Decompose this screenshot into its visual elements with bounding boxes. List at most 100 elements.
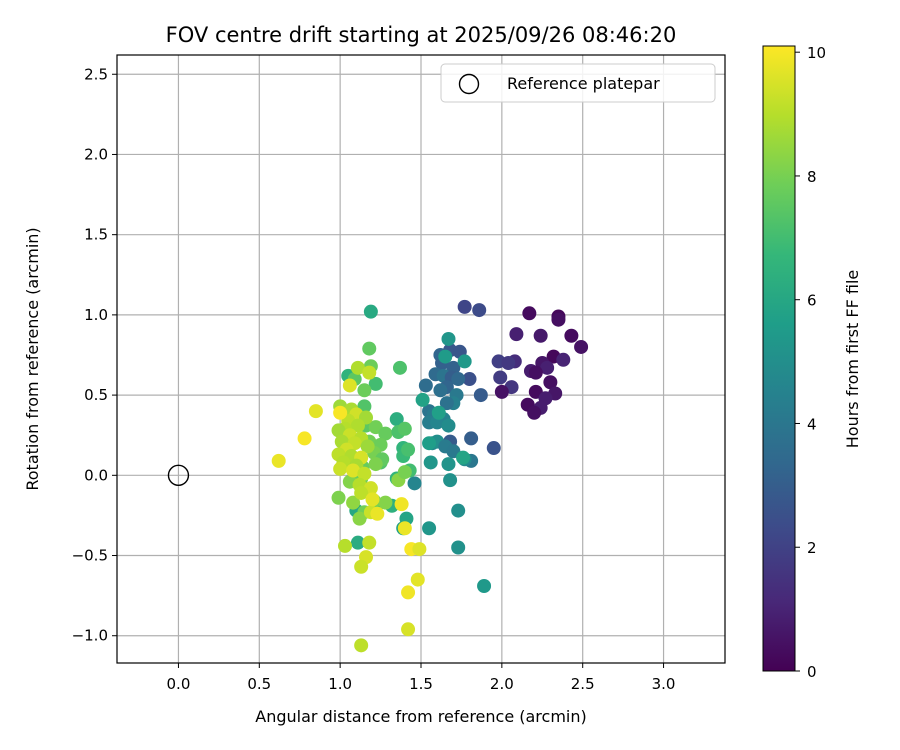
data-point	[308, 404, 323, 419]
data-point	[528, 365, 543, 380]
data-point	[354, 485, 369, 500]
data-point	[271, 453, 286, 468]
data-point	[441, 457, 456, 472]
x-tick-label: 1.0	[328, 675, 352, 693]
x-axis-label: Angular distance from reference (arcmin)	[255, 707, 586, 726]
y-tick-label: −1.0	[72, 627, 108, 645]
data-point	[360, 439, 375, 454]
data-point	[397, 421, 412, 436]
data-point	[422, 521, 437, 536]
data-point	[397, 521, 412, 536]
colorbar-tick-label: 10	[807, 44, 826, 62]
data-point	[540, 360, 555, 375]
data-point	[574, 339, 589, 354]
x-tick-label: 0.0	[167, 675, 191, 693]
data-point	[363, 304, 378, 319]
data-point	[473, 388, 488, 403]
data-point	[556, 352, 571, 367]
data-point	[451, 540, 466, 555]
data-point	[362, 535, 377, 550]
data-point	[354, 559, 369, 574]
data-point	[422, 436, 437, 451]
reference-marker-group	[167, 464, 190, 487]
data-point	[297, 431, 312, 446]
data-point	[415, 392, 430, 407]
data-point	[522, 306, 537, 321]
data-point	[493, 370, 508, 385]
data-point	[333, 405, 348, 420]
data-point	[486, 441, 501, 456]
data-point	[357, 466, 372, 481]
legend: Reference platepar	[440, 63, 716, 103]
data-point	[551, 312, 566, 327]
data-point	[494, 384, 509, 399]
data-point	[368, 457, 383, 472]
data-point	[368, 376, 383, 391]
data-point	[543, 375, 558, 390]
data-point	[438, 349, 453, 364]
data-point	[370, 506, 385, 521]
x-tick-label: 2.0	[490, 675, 514, 693]
data-point	[357, 383, 372, 398]
data-point	[401, 622, 416, 637]
data-point	[423, 455, 438, 470]
data-point	[441, 418, 456, 433]
data-point	[533, 328, 548, 343]
data-point	[378, 495, 393, 510]
colorbar-ticks: 0 2 4 6 8 10	[795, 44, 826, 681]
data-point	[501, 356, 516, 371]
colorbar	[762, 45, 796, 672]
data-point	[378, 426, 393, 441]
data-point	[392, 360, 407, 375]
x-tick-label: 1.5	[409, 675, 433, 693]
data-point	[509, 327, 524, 342]
data-point	[354, 638, 369, 653]
data-point	[350, 360, 365, 375]
colorbar-tick-label: 6	[807, 292, 817, 310]
data-point	[477, 578, 492, 593]
data-point	[331, 423, 346, 438]
data-point	[462, 372, 477, 387]
data-point	[418, 378, 433, 393]
colorbar-tick-label: 2	[807, 539, 817, 557]
y-axis-label: Rotation from reference (arcmin)	[23, 227, 42, 490]
data-point	[457, 299, 472, 314]
data-point	[433, 383, 448, 398]
data-point	[451, 503, 466, 518]
data-point	[362, 341, 377, 356]
x-tick-label: 2.5	[571, 675, 595, 693]
data-point	[346, 463, 361, 478]
data-point	[350, 535, 365, 550]
y-axis-ticks: −1.0 −0.5 0.0 0.5 1.0 1.5 2.0 2.5	[72, 65, 117, 645]
legend-marker-icon	[458, 73, 480, 95]
y-tick-label: 0.5	[84, 386, 108, 404]
x-axis-ticks: 0.0 0.5 1.0 1.5 2.0 2.5 3.0	[167, 663, 676, 693]
data-point	[365, 492, 380, 507]
data-point	[333, 461, 348, 476]
data-point	[564, 328, 579, 343]
data-point	[362, 365, 377, 380]
y-tick-label: 2.0	[84, 145, 108, 163]
data-point	[389, 412, 404, 427]
y-tick-label: 2.5	[84, 65, 108, 83]
data-point	[401, 442, 416, 457]
data-point	[457, 354, 472, 369]
data-point	[407, 476, 422, 491]
data-point	[472, 303, 487, 318]
data-point	[456, 450, 471, 465]
data-point	[346, 495, 361, 510]
legend-box	[440, 63, 716, 103]
data-point	[331, 490, 346, 505]
data-point	[412, 542, 427, 557]
colorbar-tick-label: 8	[807, 168, 817, 186]
data-point	[352, 511, 367, 526]
data-point	[451, 372, 466, 387]
data-point	[527, 405, 542, 420]
data-point	[441, 331, 456, 346]
data-point	[439, 396, 454, 411]
y-tick-label: 1.0	[84, 306, 108, 324]
data-point	[338, 538, 352, 553]
x-tick-label: 3.0	[652, 675, 676, 693]
grid	[117, 55, 725, 663]
